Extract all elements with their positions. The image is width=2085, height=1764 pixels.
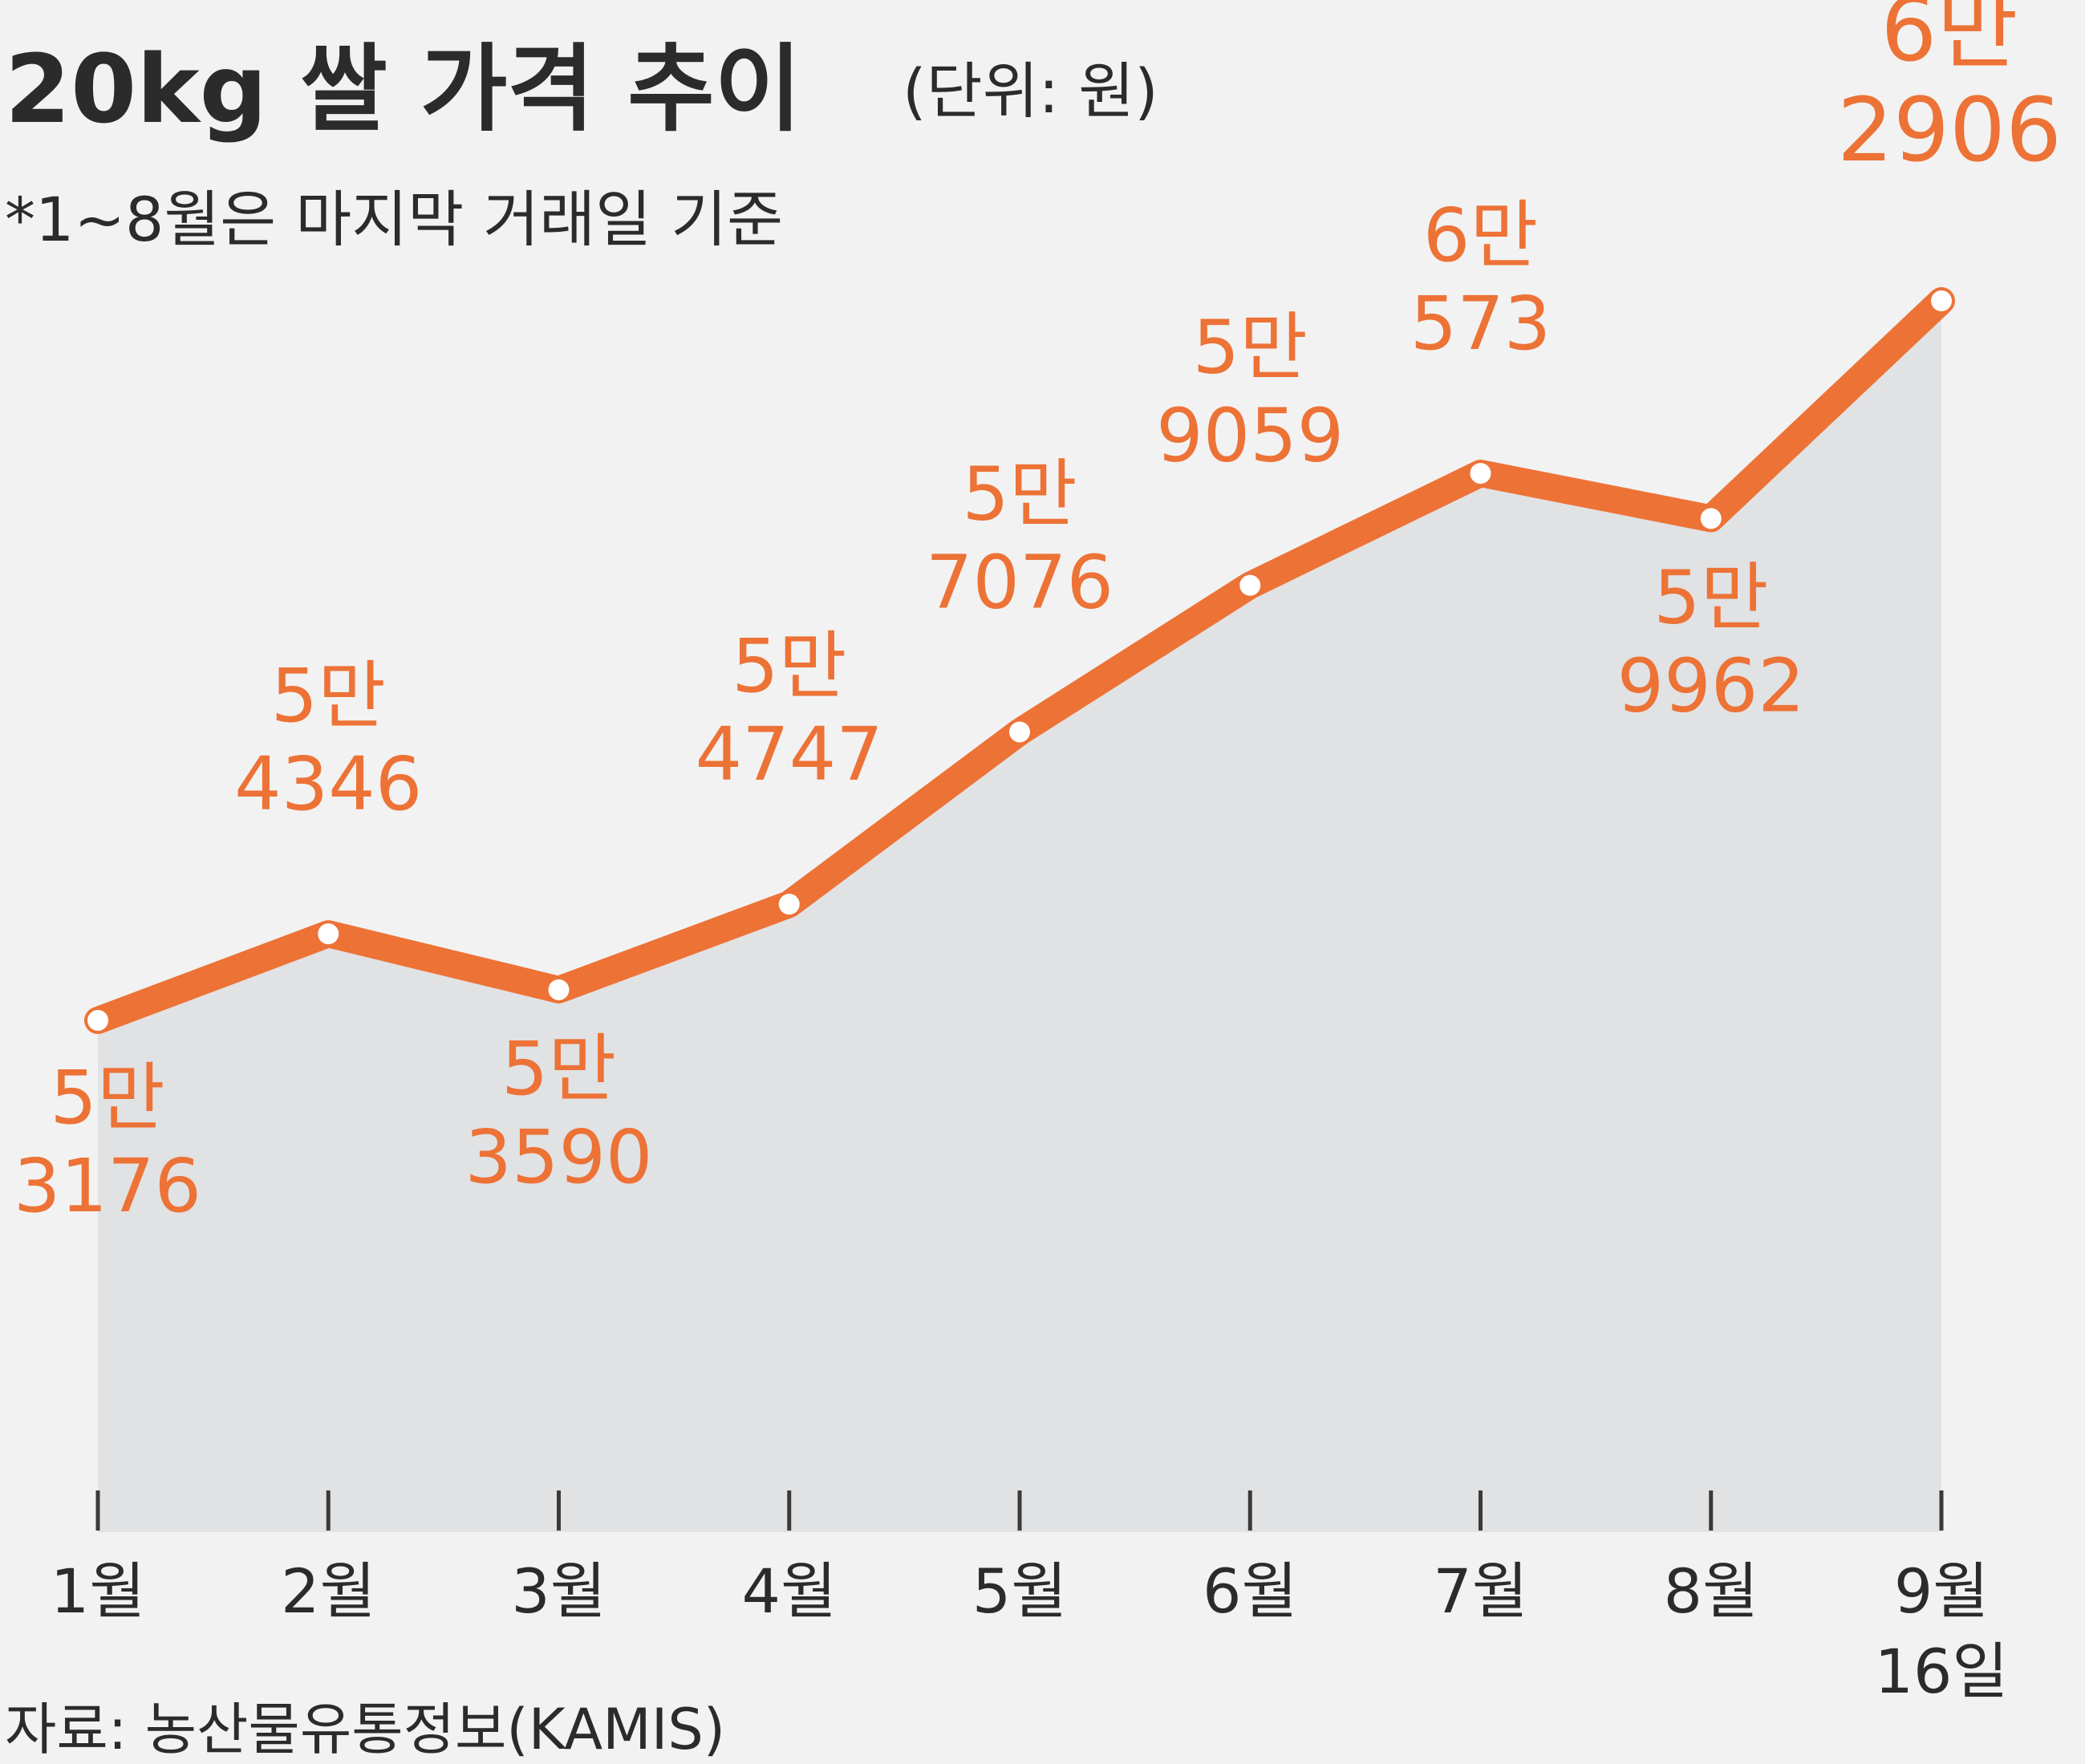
data-label: 3590	[464, 1114, 652, 1200]
data-label: 5만	[1653, 554, 1768, 640]
data-label: 4346	[234, 741, 422, 827]
data-label: 2906	[1837, 79, 2062, 181]
data-label: 9962	[1617, 643, 1805, 728]
x-tick-label: 4월	[742, 1555, 837, 1627]
unit-label: (단위: 원)	[903, 55, 1158, 127]
data-point	[1009, 721, 1030, 743]
x-tick-label: 1월	[51, 1555, 145, 1627]
data-label: 6만	[1423, 193, 1538, 278]
x-tick-label: 7월	[1433, 1555, 1527, 1627]
data-label: 5만	[50, 1055, 164, 1141]
x-tick-sublabel: 16일	[1875, 1636, 2009, 1707]
data-label: 5만	[1193, 305, 1308, 391]
x-tick-label: 3월	[511, 1555, 606, 1627]
chart-note: *1~8월은 마지막 거래일 기준	[5, 184, 783, 255]
data-point	[87, 1010, 108, 1031]
data-point	[1239, 574, 1261, 596]
x-tick-label: 9월	[1894, 1555, 1989, 1627]
data-label: 9059	[1156, 393, 1344, 479]
data-point	[548, 979, 570, 1000]
data-label: 7076	[926, 539, 1113, 625]
data-label: 6만	[1880, 0, 2018, 81]
x-tick-label: 8월	[1664, 1555, 1758, 1627]
data-point	[778, 894, 800, 915]
data-label: 3176	[14, 1143, 201, 1229]
data-label: 5만	[271, 653, 386, 739]
x-tick-label: 2월	[281, 1555, 375, 1627]
data-point	[1470, 463, 1491, 485]
data-label: 5만	[732, 623, 846, 709]
area-fill	[98, 301, 1941, 1532]
data-label: 5만	[962, 451, 1077, 537]
chart-title: 20kg 쌀 가격 추이	[5, 34, 801, 144]
x-tick-label: 6월	[1203, 1555, 1297, 1627]
plot-area: 1월 2월 3월 4월 5월 6월 7월 8월 9월16일5만31765만43465만35905…	[14, 0, 2062, 1707]
x-tick-label: 5월	[972, 1555, 1067, 1627]
data-point	[1931, 290, 1952, 311]
data-point	[1700, 508, 1722, 529]
data-point	[318, 923, 339, 945]
data-label: 573	[1410, 281, 1552, 367]
data-label: 5만	[501, 1026, 616, 1112]
data-label: 4747	[696, 712, 883, 797]
source-label: 자료: 농산물유통정보(KAMIS)	[5, 1697, 725, 1762]
